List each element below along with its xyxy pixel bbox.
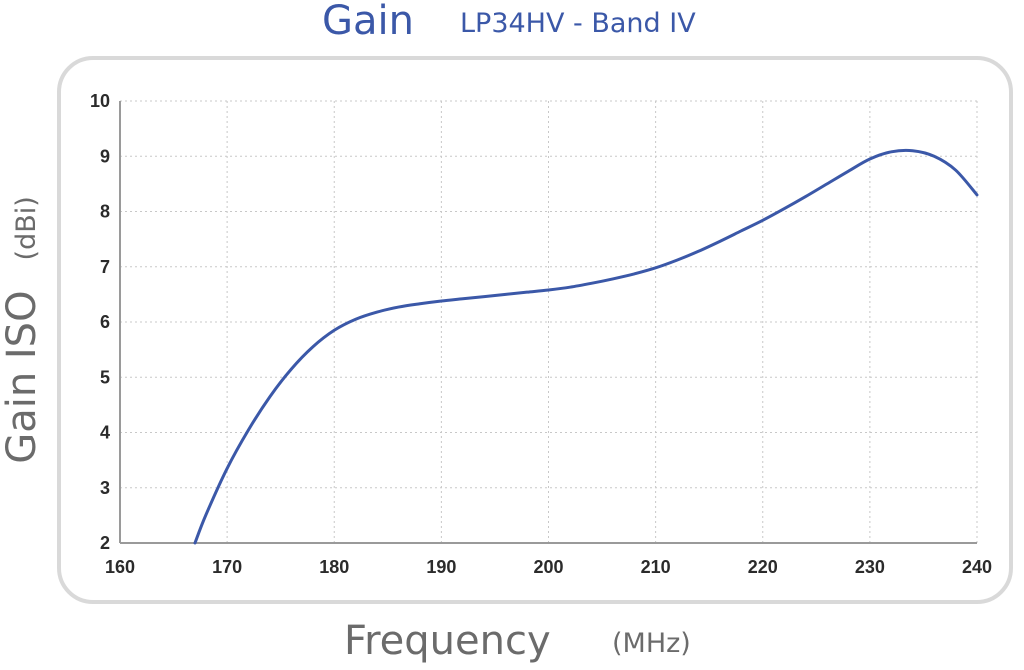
y-axis-unit: (dBi)	[11, 196, 42, 261]
y-tick-label: 3	[100, 478, 110, 498]
y-tick-label: 5	[100, 367, 110, 387]
y-tick-label: 2	[100, 533, 110, 553]
x-axis-title: Frequency	[344, 618, 551, 664]
x-tick-label: 230	[855, 557, 885, 577]
x-tick-label: 200	[533, 557, 563, 577]
x-tick-label: 190	[426, 557, 456, 577]
y-tick-label: 6	[100, 312, 110, 332]
x-tick-label: 160	[105, 557, 135, 577]
x-tick-label: 170	[212, 557, 242, 577]
y-tick-labels: 2 3 4 5 6 7 8 9 10	[90, 91, 110, 553]
y-tick-label: 7	[100, 257, 110, 277]
chart-subtitle: LP34HV - Band IV	[460, 8, 696, 39]
x-axis-unit: (MHz)	[612, 628, 691, 659]
y-tick-label: 4	[100, 423, 110, 443]
grid-lines	[120, 100, 978, 543]
x-tick-label: 240	[962, 557, 992, 577]
y-axis-label: Gain ISO (dBi)	[0, 196, 45, 464]
chart-title: Gain	[322, 0, 414, 44]
y-axis-title: Gain ISO	[0, 290, 45, 464]
x-tick-labels: 160 170 180 190 200 210 220 230 240	[105, 557, 992, 577]
series-group	[193, 148, 979, 545]
y-tick-label: 10	[90, 91, 110, 111]
x-tick-label: 180	[319, 557, 349, 577]
y-tick-label: 9	[100, 146, 110, 166]
series-line-gain	[193, 148, 979, 545]
chart-frame	[57, 56, 1013, 604]
x-tick-label: 220	[748, 557, 778, 577]
y-tick-label: 8	[100, 202, 110, 222]
axes-lines	[119, 101, 977, 544]
x-tick-label: 210	[641, 557, 671, 577]
